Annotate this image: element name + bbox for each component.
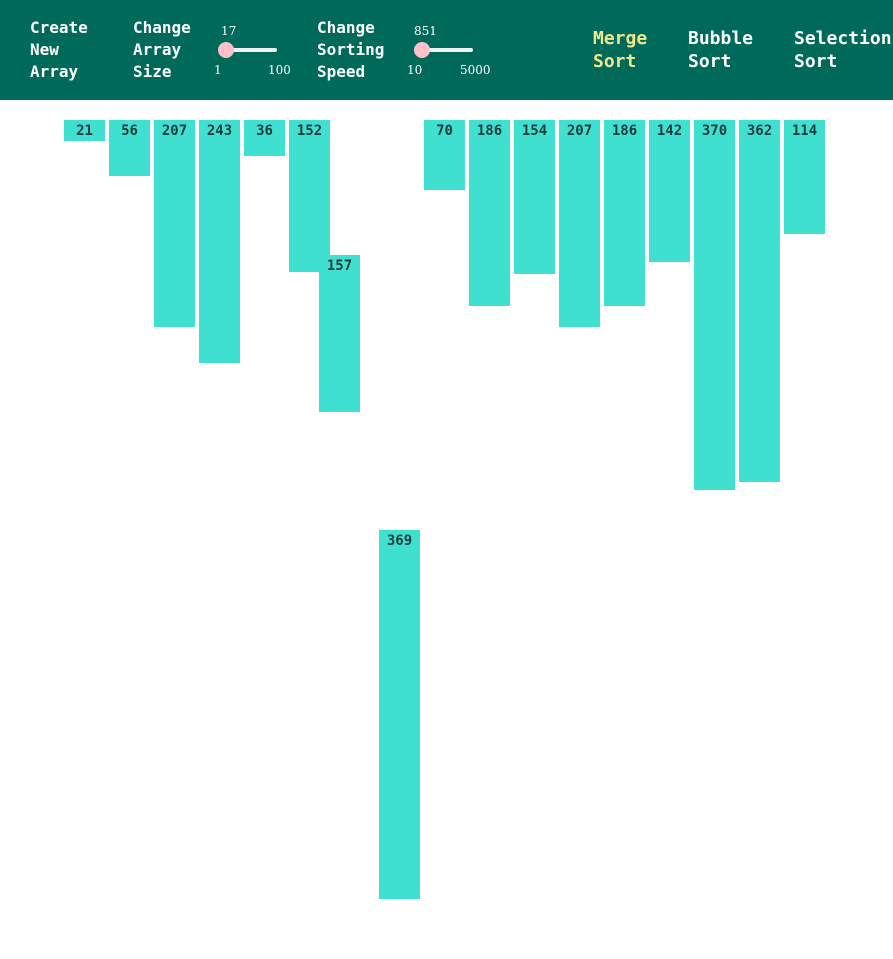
array-bar: 362 — [739, 120, 780, 482]
array-bar-value: 369 — [386, 533, 413, 549]
array-bar: 56 — [109, 120, 150, 176]
array-bar-value: 207 — [161, 123, 188, 139]
array-bar: 369 — [379, 530, 420, 899]
toolbar: Create New Array Change Array Size 17 1 … — [0, 0, 893, 100]
array-bars-area: 21 56 207 243 36 152 157 369 70 186 154 207 186 142 37… — [0, 100, 893, 959]
array-size-slider-thumb[interactable] — [218, 42, 234, 58]
sorting-speed-min: 10 — [407, 63, 423, 77]
array-bar: 157 — [319, 255, 360, 412]
array-bar-value: 207 — [566, 123, 593, 139]
array-bar-value: 152 — [296, 123, 323, 139]
array-bar-value: 186 — [476, 123, 503, 139]
array-bar-value: 370 — [701, 123, 728, 139]
array-size-slider[interactable] — [218, 48, 277, 52]
create-new-array-button[interactable]: Create New Array — [30, 18, 88, 81]
array-bar: 207 — [559, 120, 600, 327]
array-bar: 36 — [244, 120, 285, 156]
array-bar-value: 70 — [436, 123, 453, 139]
sorting-speed-slider-thumb[interactable] — [414, 42, 430, 58]
sorting-speed-max: 5000 — [460, 63, 491, 77]
array-bar-value: 243 — [206, 123, 233, 139]
array-bar: 152 — [289, 120, 330, 272]
array-bar: 370 — [694, 120, 735, 490]
sorting-speed-slider[interactable] — [414, 48, 473, 52]
array-size-max: 100 — [268, 63, 291, 77]
array-bar: 186 — [469, 120, 510, 306]
array-bar-value: 154 — [521, 123, 548, 139]
array-bar-value: 186 — [611, 123, 638, 139]
array-bar-value: 362 — [746, 123, 773, 139]
array-bar-value: 56 — [121, 123, 138, 139]
change-array-size-label: Change Array Size — [133, 18, 191, 81]
array-bar-value: 142 — [656, 123, 683, 139]
array-size-min: 1 — [214, 63, 222, 77]
array-bar: 114 — [784, 120, 825, 234]
sorting-speed-value: 851 — [414, 24, 437, 38]
array-size-value: 17 — [221, 24, 237, 38]
array-bar: 154 — [514, 120, 555, 274]
array-bar-value: 114 — [791, 123, 818, 139]
array-bar: 21 — [64, 120, 105, 141]
array-bar: 186 — [604, 120, 645, 306]
array-bar: 142 — [649, 120, 690, 262]
array-bar-value: 36 — [256, 123, 273, 139]
change-sorting-speed-label: Change Sorting Speed — [317, 18, 385, 81]
array-bar-value: 157 — [326, 258, 353, 274]
bubble-sort-button[interactable]: Bubble Sort — [688, 28, 754, 72]
array-bar: 243 — [199, 120, 240, 363]
array-bar: 70 — [424, 120, 465, 190]
array-bar: 207 — [154, 120, 195, 327]
merge-sort-button[interactable]: Merge Sort — [593, 28, 648, 72]
selection-sort-button[interactable]: Selection Sort — [794, 28, 892, 72]
array-bar-value: 21 — [76, 123, 93, 139]
